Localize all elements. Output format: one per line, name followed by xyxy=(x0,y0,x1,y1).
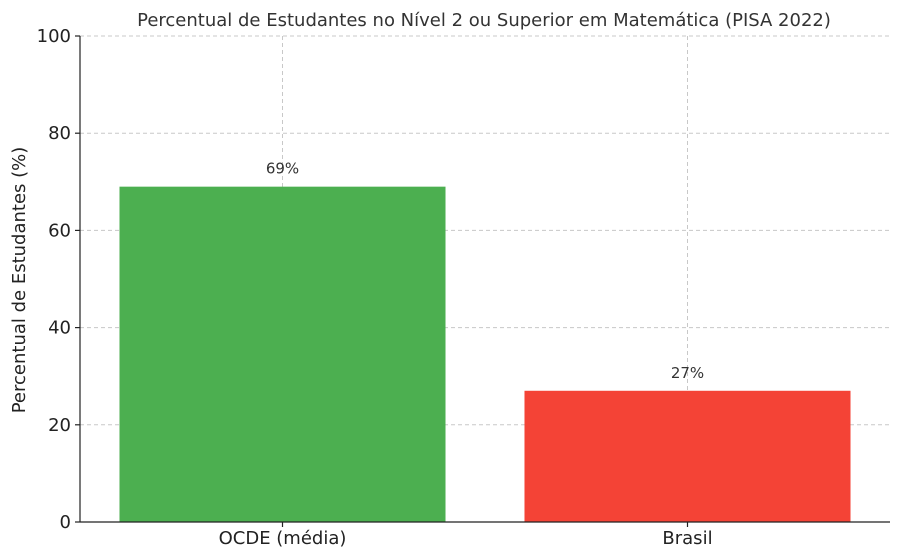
bar-ocde xyxy=(119,186,446,522)
data-labels: 69% 27% xyxy=(266,160,704,382)
y-tick-label: 80 xyxy=(48,123,71,144)
data-label: 69% xyxy=(266,160,299,178)
x-tick-label: Brasil xyxy=(662,528,712,549)
tick-labels: 0 20 40 60 80 100 OCDE (média) Brasil xyxy=(37,26,713,549)
y-tick-label: 60 xyxy=(48,220,71,241)
y-tick-label: 100 xyxy=(37,26,71,47)
data-label: 27% xyxy=(671,364,704,382)
x-tick-label: OCDE (média) xyxy=(219,528,347,549)
bars xyxy=(119,186,851,522)
bar-brasil xyxy=(524,390,851,522)
y-tick-label: 40 xyxy=(48,318,71,339)
y-tick-label: 20 xyxy=(48,415,71,436)
axes xyxy=(75,35,890,527)
chart-title: Percentual de Estudantes no Nível 2 ou S… xyxy=(137,10,831,31)
y-axis-label: Percentual de Estudantes (%) xyxy=(9,147,30,414)
y-tick-label: 0 xyxy=(60,512,71,533)
